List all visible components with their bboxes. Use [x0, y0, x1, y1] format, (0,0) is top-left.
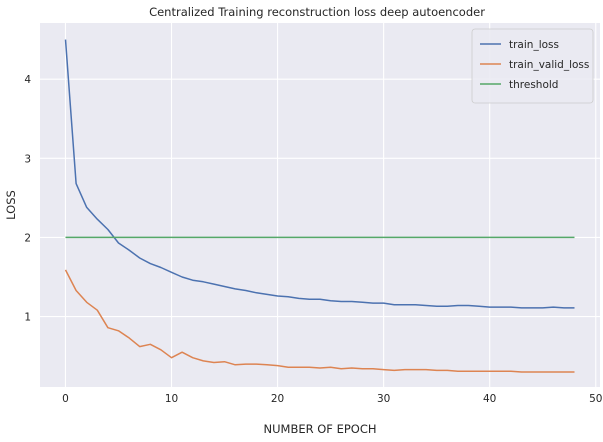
y-tick-label: 2: [24, 232, 31, 244]
series-lines: [64, 39, 575, 373]
legend-label: threshold: [509, 79, 558, 91]
legend-label: train_loss: [509, 39, 559, 51]
y-tick-label: 1: [24, 312, 31, 324]
x-tick-label: 50: [589, 393, 602, 405]
x-tick-label: 0: [62, 393, 69, 405]
legend-label: train_valid_loss: [509, 59, 589, 71]
x-tick-label: 30: [377, 393, 390, 405]
x-tick-label: 10: [165, 393, 178, 405]
series-line-train-valid-loss: [64, 269, 575, 373]
x-tick-label: 40: [483, 393, 496, 405]
chart-title: Centralized Training reconstruction loss…: [149, 5, 485, 19]
x-axis-label: NUMBER OF EPOCH: [264, 422, 377, 436]
tick-labels: 0 10 20 30 40 50 1 2 3 4: [24, 74, 602, 405]
y-tick-label: 4: [24, 74, 31, 86]
y-axis-label: LOSS: [4, 190, 18, 220]
legend-box: [471, 28, 594, 104]
series-line-train-loss: [64, 39, 575, 309]
y-tick-label: 3: [24, 153, 31, 165]
x-tick-label: 20: [271, 393, 284, 405]
legend: train_loss train_valid_loss threshold: [471, 28, 594, 104]
